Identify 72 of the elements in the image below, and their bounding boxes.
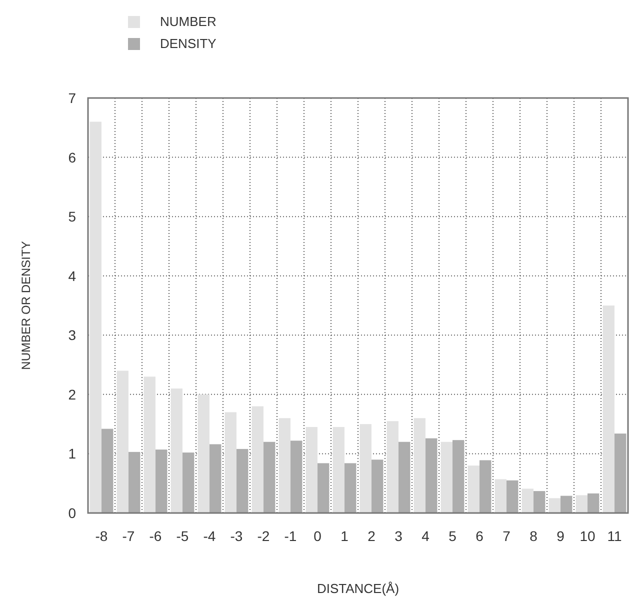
x-axis-title: DISTANCE(Å) <box>316 581 400 596</box>
x-tick-label: -3 <box>230 528 243 544</box>
bar <box>170 388 182 513</box>
y-tick-label: 2 <box>68 386 76 402</box>
x-tick-label: 6 <box>476 528 484 544</box>
bar <box>386 421 398 513</box>
y-tick-label: 6 <box>68 149 76 166</box>
bar <box>278 418 290 513</box>
legend-label: DENSITY <box>160 36 217 51</box>
bar <box>398 442 410 513</box>
x-tick-label: 1 <box>340 528 349 544</box>
x-tick-label: 2 <box>368 528 376 544</box>
y-tick-label: 5 <box>68 208 76 225</box>
bar <box>210 444 222 513</box>
bar <box>344 463 356 513</box>
x-tick-label: 0 <box>314 528 322 544</box>
x-tick-label: 8 <box>530 528 538 544</box>
x-tick-label: -7 <box>122 528 135 544</box>
bar <box>522 488 534 513</box>
bar <box>236 448 248 513</box>
x-tick-label: 7 <box>502 528 511 544</box>
bar <box>548 498 560 513</box>
x-tick-label: 11 <box>607 528 622 544</box>
bar <box>144 376 156 513</box>
y-tick-label: 0 <box>68 505 76 521</box>
bar <box>252 406 264 513</box>
bar <box>128 452 140 513</box>
bar <box>290 440 302 513</box>
bar <box>198 394 210 513</box>
bar <box>440 442 452 513</box>
bar <box>576 495 588 513</box>
x-tick-label: -1 <box>284 528 297 544</box>
bar <box>426 438 438 513</box>
legend-label: NUMBER <box>160 14 216 29</box>
bar <box>306 427 318 513</box>
bar <box>494 479 506 513</box>
x-tick-label: 5 <box>448 528 457 544</box>
bar <box>102 428 114 513</box>
y-tick-label: 7 <box>68 90 76 106</box>
bar <box>602 306 614 513</box>
bar <box>480 460 492 513</box>
bar <box>372 460 384 513</box>
bar <box>116 370 128 513</box>
bar <box>264 442 276 513</box>
x-tick-label: 3 <box>394 528 403 544</box>
bar <box>156 450 168 513</box>
y-tick-label: 3 <box>68 327 76 344</box>
bar <box>318 463 330 513</box>
bar <box>468 466 480 513</box>
x-tick-label: -5 <box>176 528 189 544</box>
bar <box>182 452 194 513</box>
bar <box>614 434 626 513</box>
bar <box>414 418 426 513</box>
x-tick-label: -4 <box>203 528 216 544</box>
bar <box>90 122 102 513</box>
bar <box>588 493 600 513</box>
bar <box>506 480 518 513</box>
x-tick-label: -2 <box>257 528 270 544</box>
x-tick-label: -6 <box>149 528 162 544</box>
x-tick-label: 9 <box>556 528 565 544</box>
bar <box>360 424 372 513</box>
bar <box>332 427 344 513</box>
x-tick-label: -8 <box>95 528 108 544</box>
x-tick-label: 4 <box>422 528 430 544</box>
x-tick-label: 10 <box>580 528 596 544</box>
y-tick-label: 1 <box>68 446 76 462</box>
bar <box>452 440 464 513</box>
y-tick-label: 4 <box>68 268 76 284</box>
bar <box>560 496 572 513</box>
y-axis-title: NUMBER OR DENSITY <box>19 241 33 370</box>
bar <box>224 412 236 513</box>
bar <box>534 491 546 513</box>
